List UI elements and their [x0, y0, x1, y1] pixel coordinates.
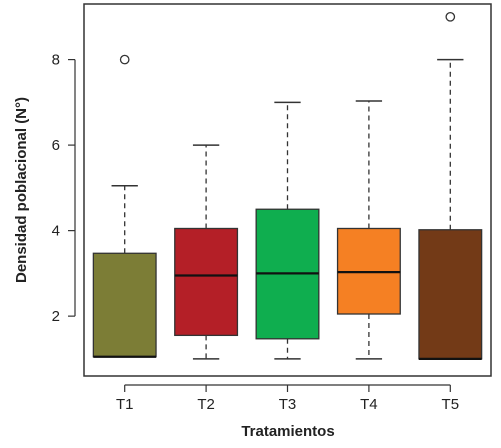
box-t5 — [418, 229, 483, 360]
outlier-point — [119, 54, 130, 65]
y-tick-label: 2 — [52, 308, 60, 325]
box-group-t2 — [174, 144, 239, 360]
x-tick-label: T4 — [360, 396, 378, 413]
outlier-point — [445, 11, 456, 22]
y-tick-label: 8 — [52, 52, 60, 69]
box-group-t3 — [255, 101, 320, 360]
boxes-layer — [92, 11, 483, 360]
box-t2 — [174, 227, 239, 337]
y-tick-label: 6 — [52, 137, 60, 154]
x-axis-title: Tratamientos — [241, 423, 334, 440]
y-axis-title: Densidad poblacional (N°) — [13, 97, 30, 283]
y-axis: 2 4 6 8 — [52, 52, 76, 325]
x-axis: T1 T2 T3 T4 T5 — [116, 384, 460, 413]
plot-frame — [83, 3, 492, 377]
y-tick-label: 4 — [52, 223, 60, 240]
box-group-t5 — [418, 11, 483, 360]
x-tick-label: T1 — [116, 396, 134, 413]
box-group-t4 — [336, 100, 401, 360]
x-tick-label: T2 — [197, 396, 215, 413]
x-tick-label: T5 — [442, 396, 460, 413]
box-t1 — [92, 252, 157, 358]
x-tick-label: T3 — [279, 396, 297, 413]
box-group-t1 — [92, 54, 157, 358]
